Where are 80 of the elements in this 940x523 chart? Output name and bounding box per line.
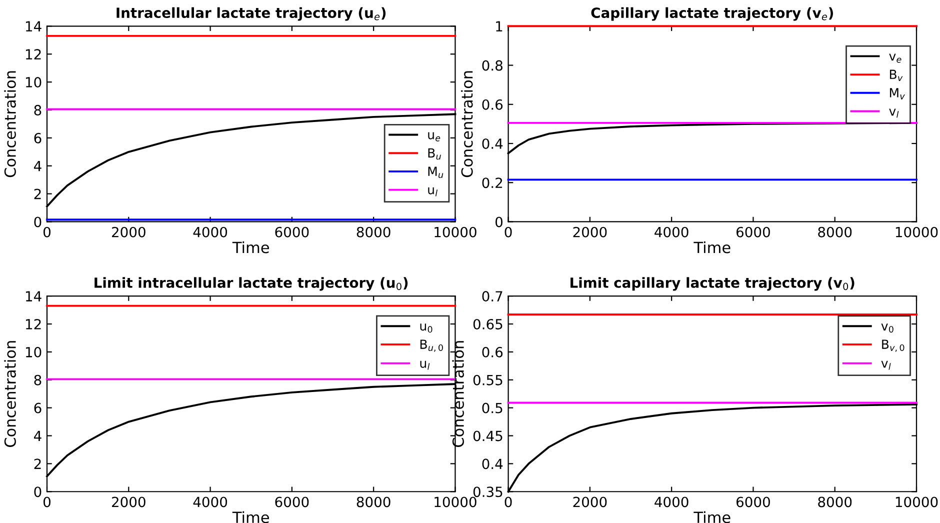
x-tick-label: 8000: [818, 226, 852, 238]
x-tick-label: 4000: [654, 496, 688, 508]
y-tick-label: 0.8: [482, 60, 502, 71]
legend-label: u$_{e}$: [428, 132, 440, 142]
x-tick-label: 2000: [573, 226, 607, 238]
y-axis-title: Concentration: [452, 341, 464, 448]
x-tick-label: 0: [504, 226, 512, 238]
y-tick-label: 4: [34, 161, 42, 172]
x-tick-label: 10000: [896, 496, 938, 508]
y-tick-label: 12: [26, 49, 41, 60]
y-tick-label: 0.65: [473, 318, 502, 330]
y-tick-label: 0.4: [482, 458, 503, 470]
legend-label: v$_{l}$: [889, 108, 899, 118]
x-tick-label: 0: [43, 226, 50, 238]
x-tick-label: 0: [43, 496, 50, 508]
y-tick-label: 8: [34, 374, 42, 386]
y-tick-label: 4: [34, 430, 42, 442]
x-tick-label: 8000: [356, 226, 390, 238]
y-tick-label: 14: [26, 291, 42, 302]
y-tick-label: 2: [34, 458, 41, 469]
y-tick-label: 0.55: [473, 374, 502, 386]
x-tick-label: 6000: [736, 226, 770, 238]
y-axis-title: Concentration: [4, 341, 16, 448]
y-tick-label: 0: [34, 486, 42, 498]
legend-label: B$_{v}$: [890, 70, 903, 81]
y-tick-label: 8: [34, 104, 42, 116]
y-tick-label: 0.5: [482, 402, 502, 414]
x-tick-label: 6000: [275, 226, 309, 238]
y-tick-label: 12: [26, 318, 41, 330]
legend-label: M$_{v}$: [890, 88, 905, 100]
chart-title: Limit capillary lactate trajectory (v$_{0}$): [570, 277, 854, 291]
x-tick-label: 10000: [434, 496, 476, 508]
legend-label: u$_{l}$: [428, 187, 438, 196]
x-tick-label: 0: [504, 496, 512, 508]
legend-label: B$_{v,0}$: [882, 340, 904, 352]
legend-label: B$_{u}$: [428, 148, 441, 160]
legend-label: v$_{e}$: [889, 54, 902, 63]
y-tick-label: 0.6: [482, 99, 503, 110]
legend-label: v$_{0}$: [881, 324, 894, 333]
x-tick-label: 4000: [193, 496, 228, 508]
x-axis-title: Time: [694, 511, 730, 523]
x-tick-label: 8000: [356, 496, 390, 508]
legend-label: M$_{u}$: [428, 166, 444, 178]
y-tick-label: 2: [34, 188, 41, 200]
y-tick-label: 1: [496, 21, 502, 32]
x-tick-label: 4000: [654, 226, 688, 238]
y-axis-title: Concentration: [4, 71, 16, 178]
y-tick-label: 0.7: [482, 291, 502, 302]
legend-label: v$_{l}$: [881, 360, 891, 370]
x-tick-label: 6000: [275, 496, 309, 508]
y-tick-label: 0.2: [482, 178, 502, 188]
y-tick-label: 6: [34, 402, 42, 414]
y-axis-title: Concentration: [460, 71, 473, 178]
y-tick-label: 0.45: [473, 430, 502, 442]
y-tick-label: 0: [496, 216, 502, 228]
chart-title: Capillary lactate trajectory (v$_{e}$): [591, 7, 833, 21]
y-tick-label: 0.35: [473, 486, 502, 498]
x-tick-label: 2000: [573, 496, 607, 508]
x-tick-label: 6000: [736, 496, 770, 508]
x-tick-label: 10000: [896, 226, 938, 238]
y-tick-label: 10: [26, 346, 42, 358]
y-tick-label: 14: [26, 21, 42, 32]
x-tick-label: 4000: [193, 226, 228, 238]
legend-label: u$_{l}$: [420, 360, 430, 370]
x-axis-title: Time: [232, 511, 269, 523]
chart-title: Limit intracellular lactate trajectory (u$_{0}$): [94, 277, 408, 291]
x-axis-title: Time: [232, 241, 269, 254]
chart-title: Intracellular lactate trajectory (u$_{e}$): [116, 7, 386, 21]
y-tick-label: 0.6: [482, 346, 503, 358]
y-tick-label: 6: [34, 132, 42, 144]
x-tick-label: 10000: [434, 226, 476, 238]
legend-label: u$_{0}$: [420, 323, 432, 333]
x-tick-label: 2000: [112, 226, 146, 238]
y-tick-label: 10: [26, 76, 42, 88]
x-tick-label: 8000: [818, 496, 852, 508]
x-axis-title: Time: [694, 241, 730, 254]
legend-label: B$_{u,0}$: [420, 340, 443, 352]
x-tick-label: 2000: [112, 496, 146, 508]
y-tick-label: 0.4: [482, 138, 503, 149]
y-tick-label: 0: [34, 216, 42, 228]
